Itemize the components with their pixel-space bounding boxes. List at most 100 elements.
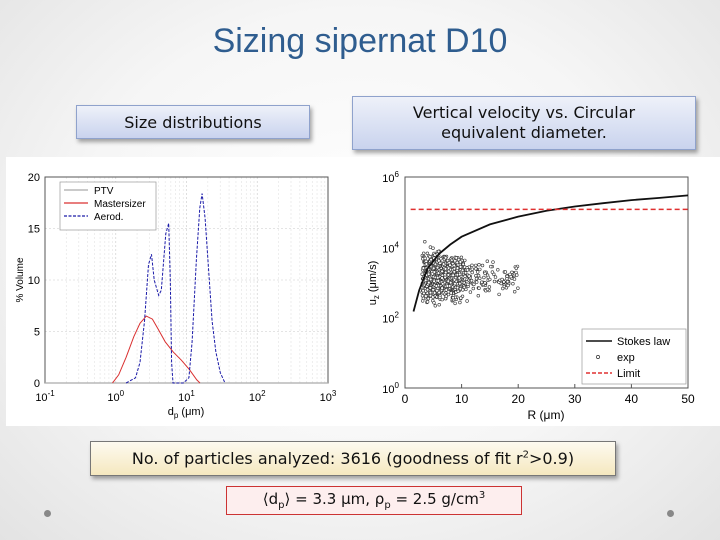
x-tick-label: 10: [455, 392, 469, 406]
exp-point: [508, 272, 512, 277]
x-tick-label: 10-1: [35, 389, 55, 404]
exp-point: [489, 264, 493, 269]
exp-point: [458, 272, 462, 277]
x-tick-label: 40: [625, 392, 639, 406]
exp-point: [474, 263, 478, 268]
exp-point: [480, 280, 484, 284]
exp-point: [516, 286, 520, 290]
exp-point: [452, 270, 457, 274]
y-tick-label: 106: [382, 170, 399, 185]
exp-point: [437, 303, 441, 307]
exp-point: [440, 276, 444, 280]
y-tick-label: 10: [28, 275, 40, 287]
exp-point: [432, 301, 436, 305]
exp-point: [452, 263, 456, 268]
legend-label: exp: [617, 352, 635, 364]
exp-scatter-points: [420, 239, 520, 308]
particles-summary-text: No. of particles analyzed: 3616 (goodnes…: [131, 449, 575, 468]
exp-point: [469, 278, 474, 283]
exp-point: [435, 275, 440, 280]
exp-point: [423, 256, 427, 261]
exp-point: [458, 260, 463, 264]
formula-text: ⟨dp⟩ = 3.3 μm, ρp = 2.5 g/cm3: [262, 490, 486, 511]
exp-point: [505, 274, 509, 279]
particles-summary-box: No. of particles analyzed: 3616 (goodnes…: [90, 441, 616, 476]
slide-decoration-dot-right: [667, 510, 674, 517]
exp-point: [475, 270, 480, 274]
velocity-label: Vertical velocity vs. Circular equivalen…: [352, 96, 696, 150]
exp-point: [496, 268, 500, 272]
size-distributions-label: Size distributions: [76, 105, 310, 139]
exp-point: [437, 290, 441, 295]
size-distributions-text: Size distributions: [124, 112, 262, 132]
exp-point: [448, 263, 452, 267]
velocity-ticks: 0 10 20 30 40 50 100 102 104 106: [382, 170, 695, 406]
exp-point: [449, 291, 453, 295]
x-tick-label: 103: [320, 389, 337, 404]
exp-point: [485, 259, 490, 263]
x-tick-label: 101: [178, 389, 195, 404]
exp-point: [514, 270, 518, 275]
exp-point: [456, 257, 461, 262]
exp-point: [421, 289, 425, 293]
exp-point: [429, 257, 433, 262]
y-tick-label: 100: [382, 381, 399, 396]
y-tick-label: 0: [34, 378, 40, 390]
exp-point: [431, 266, 436, 271]
exp-point: [435, 288, 439, 293]
exp-point: [428, 293, 433, 298]
exp-point: [478, 276, 482, 281]
exp-point: [423, 239, 427, 244]
exp-point: [503, 270, 508, 274]
stokes-law-line: [412, 194, 689, 312]
exp-point: [452, 266, 457, 271]
exp-point: [443, 267, 448, 271]
exp-point: [463, 271, 468, 275]
exp-point: [422, 291, 426, 296]
exp-point: [446, 273, 451, 277]
size-distribution-chart: 10-1 100 101 102 103 0 5 10 15 20 % Volume dp (μm…: [15, 172, 337, 420]
x-tick-label: 30: [568, 392, 582, 406]
velocity-series: [410, 194, 689, 312]
exp-point: [424, 259, 428, 264]
exp-point: [477, 286, 481, 290]
velocity-xlabel: R (μm): [528, 408, 565, 422]
exp-point: [432, 291, 437, 295]
exp-point: [428, 277, 433, 282]
x-tick-label: 0: [402, 392, 409, 406]
exp-point: [428, 254, 432, 259]
exp-point: [448, 280, 453, 285]
legend-label: Aerod.: [94, 212, 123, 223]
legend-label: PTV: [94, 186, 114, 197]
exp-point: [462, 285, 467, 290]
exp-point: [435, 265, 440, 270]
exp-point: [446, 269, 451, 274]
exp-point: [454, 256, 459, 260]
exp-point: [474, 280, 479, 284]
exp-point: [438, 295, 442, 300]
exp-point: [458, 265, 463, 269]
velocity-axes-box: [404, 176, 689, 389]
exp-point: [483, 271, 487, 276]
exp-point: [457, 276, 462, 280]
exp-point: [461, 262, 465, 267]
exp-point: [471, 286, 476, 291]
velocity-legend: Stokes law exp Limit: [581, 328, 687, 385]
exp-point: [493, 275, 498, 279]
exp-point: [486, 275, 490, 280]
exp-point: [472, 282, 476, 287]
exp-point: [421, 266, 426, 270]
slide-decoration-dot-left: [44, 510, 51, 517]
exp-point: [459, 255, 464, 260]
legend-label: Mastersizer: [94, 199, 146, 210]
exp-point: [444, 294, 449, 298]
exp-point: [446, 292, 451, 297]
exp-point: [476, 273, 481, 278]
size-distribution-ylabel: % Volume: [15, 257, 26, 302]
exp-point: [443, 256, 448, 260]
exp-point: [451, 296, 455, 300]
size-distribution-grid: [44, 177, 328, 383]
velocity-chart: 0 10 20 30 40 50 100 102 104 106 uz (μm/s) R (μm)…: [367, 170, 695, 422]
exp-point: [492, 279, 497, 284]
x-tick-label: 102: [249, 389, 266, 404]
